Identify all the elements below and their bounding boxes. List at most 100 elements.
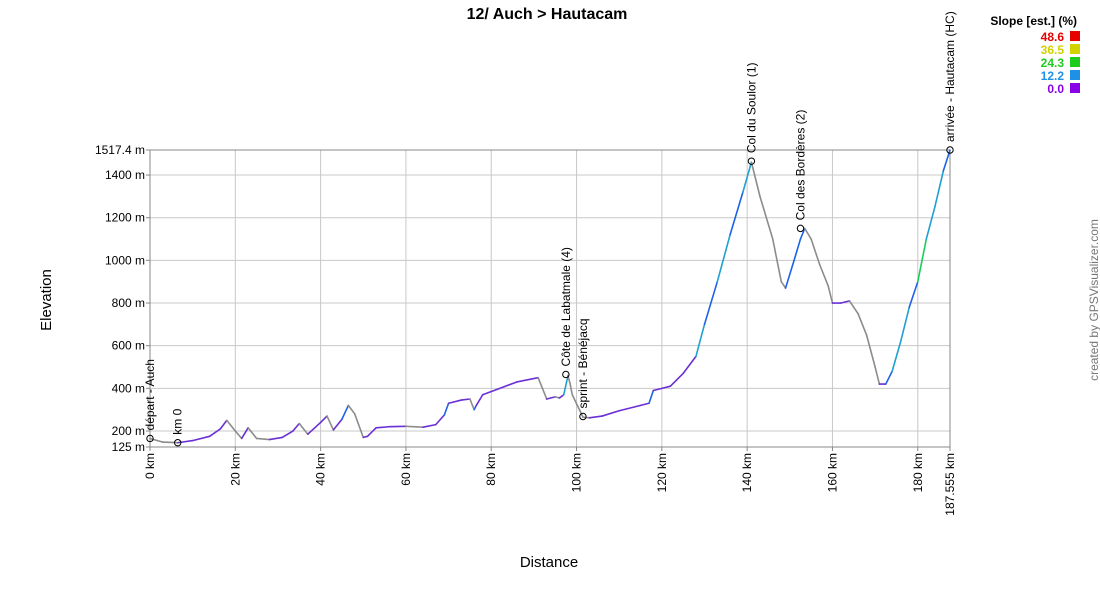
profile-segment xyxy=(247,427,258,440)
profile-segment xyxy=(326,415,335,431)
waypoint-marker xyxy=(146,434,154,443)
profile-segment xyxy=(422,423,437,428)
profile-segment xyxy=(149,437,164,443)
x-tick-label: 140 km xyxy=(740,453,754,492)
profile-segment xyxy=(682,355,697,375)
profile-segment xyxy=(569,383,574,396)
profile-segment xyxy=(793,238,802,262)
y-axis-ticks: 125 m 200 m 400 m 600 m 800 m 1000 m 1200 m 140… xyxy=(95,143,150,454)
elevation-profile xyxy=(149,149,951,444)
profile-segment xyxy=(716,233,731,283)
waypoint-label: sprint - Bénéjacq xyxy=(576,318,590,408)
y-tick-label: 125 m xyxy=(112,440,145,454)
profile-segment xyxy=(891,340,902,373)
legend-swatch xyxy=(1070,57,1080,67)
profile-segment xyxy=(443,402,450,416)
profile-segment xyxy=(537,376,544,390)
waypoint-marker xyxy=(796,224,805,233)
legend-title: Slope [est.] (%) xyxy=(990,14,1077,28)
profile-segment xyxy=(498,381,518,390)
profile-segment xyxy=(803,227,812,240)
profile-segment xyxy=(818,263,830,287)
waypoint-label: départ - Auch xyxy=(143,359,157,430)
profile-segment xyxy=(652,387,663,392)
profile-segment xyxy=(225,419,237,432)
profile-segment xyxy=(908,280,919,309)
profile-segment xyxy=(460,398,471,401)
y-tick-label: 800 m xyxy=(112,296,145,310)
profile-segment xyxy=(307,421,322,436)
legend-value: 36.5 xyxy=(1041,43,1065,57)
legend-value: 24.3 xyxy=(1041,56,1065,70)
y-tick-label: 600 m xyxy=(112,339,145,353)
waypoint-marker xyxy=(579,412,587,421)
profile-segment xyxy=(618,404,642,412)
plot-frame xyxy=(149,149,951,448)
profile-segment xyxy=(292,422,301,432)
profile-segment xyxy=(434,414,446,426)
profile-segment xyxy=(545,396,557,400)
x-tick-label: 187.555 km xyxy=(943,453,957,516)
waypoint-marker xyxy=(747,157,756,165)
waypoint-marker xyxy=(562,370,570,379)
profile-segment xyxy=(375,425,390,429)
waypoint-marker xyxy=(946,146,954,154)
y-tick-label: 200 m xyxy=(112,424,145,438)
legend-value: 0.0 xyxy=(1047,82,1064,96)
profile-segment xyxy=(729,191,744,236)
profile-segment xyxy=(601,409,620,417)
profile-segment xyxy=(366,427,377,438)
profile-segment xyxy=(810,238,821,266)
y-axis-label: Elevation xyxy=(38,269,55,331)
profile-segment xyxy=(562,374,569,396)
profile-segment xyxy=(469,398,475,411)
profile-segment xyxy=(661,385,672,390)
y-tick-label: 1517.4 m xyxy=(95,143,145,157)
slope-legend: Slope [est.] (%) 48.636.524.312.20.0 xyxy=(990,14,1080,96)
x-tick-label: 180 km xyxy=(911,453,925,492)
waypoint-markers: départ - Auch km 0 Côte de Labatmale (4) sp… xyxy=(143,11,957,447)
x-tick-label: 0 km xyxy=(143,453,157,479)
x-tick-label: 40 km xyxy=(314,453,328,486)
profile-segment xyxy=(332,418,343,431)
y-tick-label: 1200 m xyxy=(105,211,145,225)
profile-segment xyxy=(874,366,881,385)
credit-text: created by GPSVisualizer.com xyxy=(1087,219,1100,381)
profile-segment xyxy=(799,227,806,240)
waypoint-label: Col des Bordères (2) xyxy=(793,110,807,221)
profile-segment xyxy=(857,312,868,336)
profile-segment xyxy=(319,415,328,424)
waypoint-label: Col du Soulor (1) xyxy=(744,62,758,153)
waypoint-label: km 0 xyxy=(171,408,185,434)
profile-segment xyxy=(298,422,309,436)
profile-segment xyxy=(848,300,859,315)
profile-segment xyxy=(942,149,951,172)
y-tick-label: 400 m xyxy=(112,381,145,395)
x-axis-ticks: 0 km 20 km 40 km 60 km 80 km 100 km 120 km 140 … xyxy=(143,447,957,516)
profile-segment xyxy=(884,370,893,385)
profile-segment xyxy=(759,195,774,240)
profile-segment xyxy=(695,323,706,358)
profile-segment xyxy=(341,404,350,421)
profile-segment xyxy=(161,441,179,444)
profile-segment xyxy=(916,238,928,283)
profile-segment xyxy=(347,404,356,415)
x-tick-label: 120 km xyxy=(655,453,669,492)
profile-segment xyxy=(742,161,753,193)
profile-segment xyxy=(925,206,936,240)
profile-segment xyxy=(541,387,548,400)
legend-value: 12.2 xyxy=(1041,69,1065,83)
profile-segment xyxy=(780,280,787,289)
legend-swatch xyxy=(1070,70,1080,80)
legend-value: 48.6 xyxy=(1041,30,1065,44)
profile-segment xyxy=(240,427,249,440)
profile-segment xyxy=(447,399,463,405)
profile-segment xyxy=(827,285,834,304)
y-tick-label: 1400 m xyxy=(105,168,145,182)
profile-segment xyxy=(784,259,795,289)
profile-segment xyxy=(865,334,876,368)
waypoint-label: arrivée - Hautacam (HC) xyxy=(943,11,957,142)
x-tick-label: 160 km xyxy=(825,453,839,492)
profile-segment xyxy=(281,430,294,439)
